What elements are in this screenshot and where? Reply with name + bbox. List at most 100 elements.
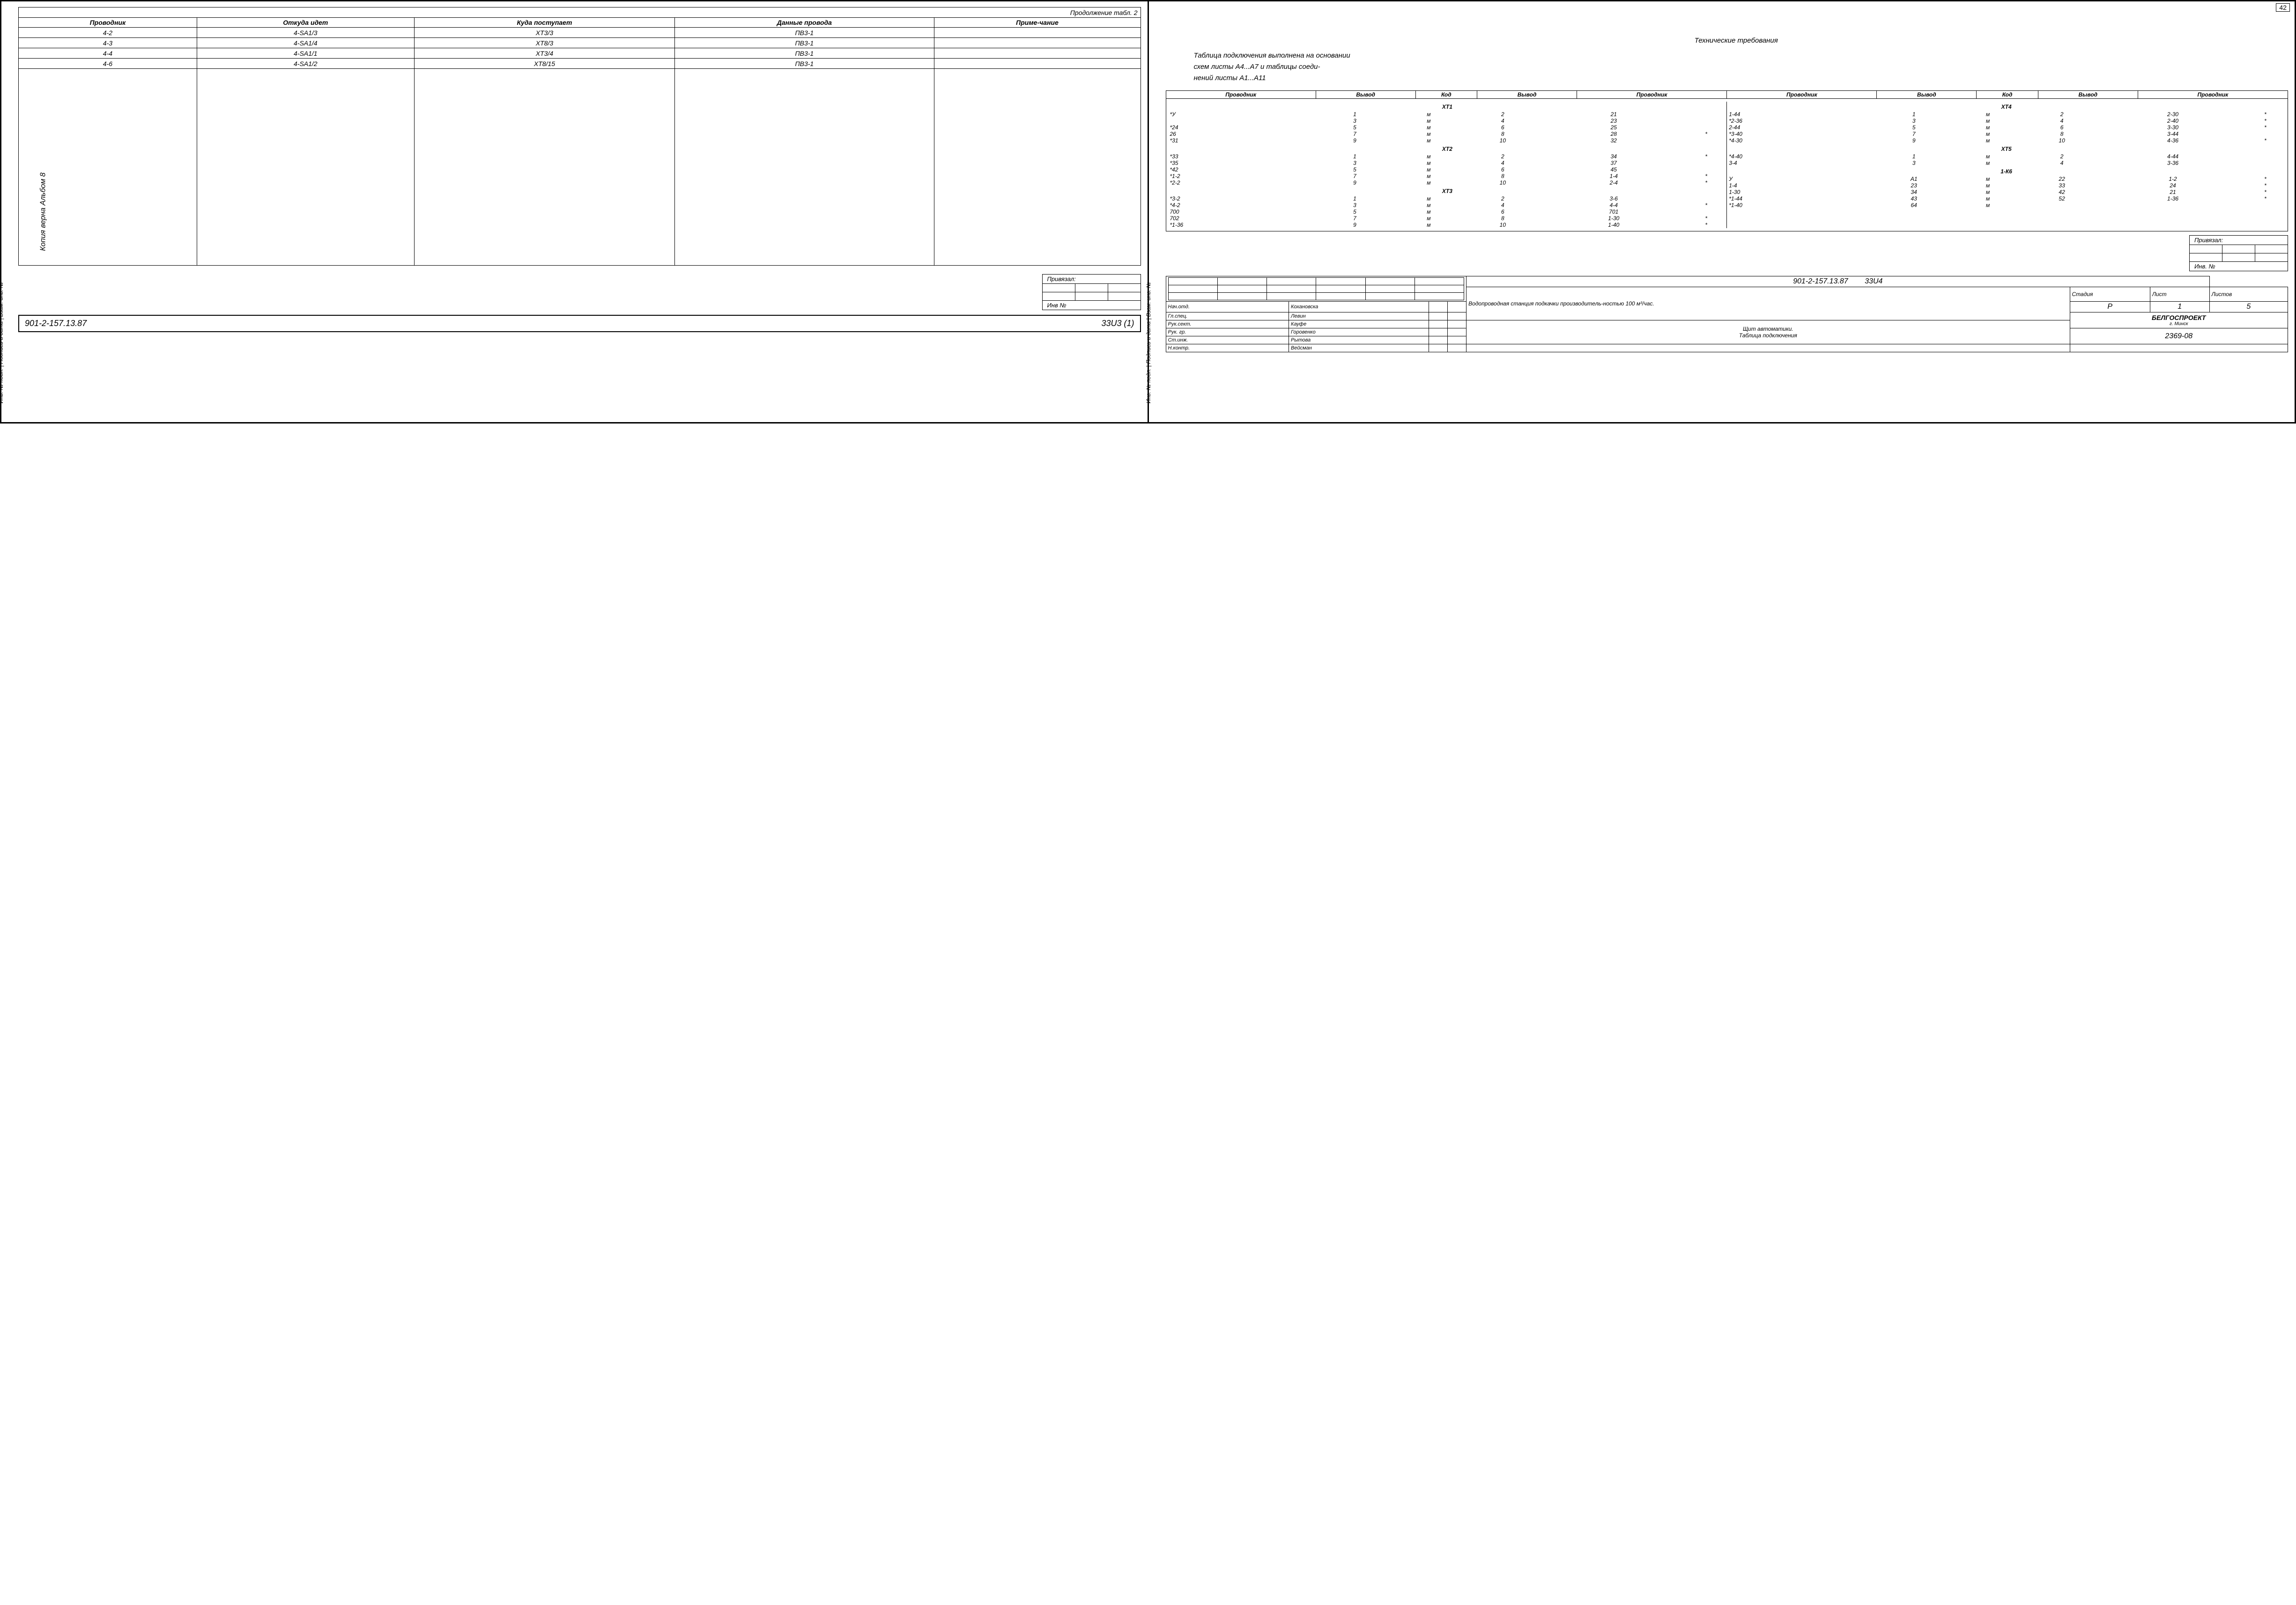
conn-row: 3-43м43-36 [1729,160,2284,166]
left-side-strip: Инв. № подл. | Подпись и дата | Взам. ин… [0,282,4,403]
conn-row: 3м423 [1170,118,1725,124]
conn-col: Вывод [2038,91,2138,99]
table-row: 4-64-SA1/2XT8/15ПВ3-1 [19,59,1141,69]
table-row: 4-34-SA1/4XT8/3ПВ3-1 [19,38,1141,48]
conn-row: *4-401м24-44 [1729,153,2284,160]
role-person: Рытова [1289,336,1429,344]
drawing-title: Щит автоматики. Таблица подключения [1466,320,2070,344]
conn-row: *3-407м83-44 [1729,131,2284,137]
conn-row: *319м1032 [1170,137,1725,144]
conn-row: *1-369м101-40* [1170,222,1725,228]
conn-group-name: XT4 [1729,104,2284,110]
sheet-right: 33U4 [1865,277,1882,285]
role-date [1448,344,1466,352]
tech-requirements: Технические требования Таблица подключен… [1194,35,2279,84]
conn-row: *4-309м104-36* [1729,137,2284,144]
role-name: Рук.сект. [1166,320,1289,328]
role-date [1448,312,1466,320]
conn-group-name: XT3 [1170,188,1725,194]
sheet-left: 33U3 [1101,319,1121,328]
right-page: 42 Инв. № подл. | Подпись и дата | Взам.… [1148,1,2296,423]
tech-line2: схем листы А4...А7 и таблицы соеди- [1194,61,2279,73]
conn-col: Проводник [1166,91,1316,99]
project-title: Водопроводная станция подкачки производи… [1466,287,2070,320]
role-date [1448,320,1466,328]
conn-row: *245м625 [1170,124,1725,131]
stage-v2: 5 [2209,302,2288,312]
role-person: Горовенко [1289,328,1429,336]
conn-col: Код [1977,91,2038,99]
stage-h2: Листов [2209,287,2288,302]
role-person: Вейсман [1289,344,1429,352]
conn-col: Код [1415,91,1477,99]
page-number: 42 [2276,3,2290,12]
tech-line3: нений листы А1...А11 [1194,73,2279,84]
conn-row: 1-3034м4221* [1729,189,2284,195]
right-side-strip: Инв. № подл. | Подпись и дата | Взам. ин… [1145,282,1152,403]
conn-group-name: XT2 [1170,146,1725,152]
tech-title: Технические требования [1194,35,2279,46]
conn-row: *1-4064м [1729,202,2284,208]
conn-row: *425м645 [1170,166,1725,173]
role-name: Гл.спец. [1166,312,1289,320]
conn-row: 1-423м3324* [1729,182,2284,189]
role-date [1448,336,1466,344]
left-page: Копия верна Альбом 8 Инв. № подл. | Подп… [1,1,1148,423]
conn-col: Вывод [1877,91,1977,99]
col-to: Куда поступает [414,18,674,28]
title-block: 901-2-157.13.87 33U4 Водопроводная станц… [1166,276,2289,352]
role-person: Кауфе [1289,320,1429,328]
conn-row: 7027м81-30* [1170,215,1725,222]
role-sign [1429,336,1448,344]
org-city: г. Минск [2072,321,2286,327]
role-sign [1429,320,1448,328]
role-name: Ст.инж. [1166,336,1289,344]
priv-label-r: Привязал: [2190,236,2288,245]
stage-h0: Стадия [2070,287,2150,302]
role-person: Левин [1289,312,1429,320]
col-note: Приме-чание [934,18,1141,28]
copy-stamp: Копия верна Альбом 8 [39,172,48,251]
role-name: Рук. гр. [1166,328,1289,336]
inv-label-left: Инв № [1042,301,1141,310]
conn-row: *4-23м44-4* [1170,202,1725,208]
role-sign [1429,344,1448,352]
role-person: Кохановска [1289,302,1429,312]
conn-col: Проводник [1577,91,1727,99]
role-name: Нач.отд. [1166,302,1289,312]
conn-row: *331м234* [1170,153,1725,160]
tech-line1: Таблица подключения выполнена на основан… [1194,50,2279,61]
conn-row: *1-4443м521-36* [1729,195,2284,202]
inv-label-right: Инв. № [2190,262,2288,271]
role-sign [1429,302,1448,312]
conn-row: 7005м6701 [1170,208,1725,215]
connection-table-body: XT1*У1м2213м423*245м625267м828**319м1032… [1166,99,2289,231]
col-conductor: Проводник [19,18,197,28]
conn-row: УА1м221-2* [1729,176,2284,182]
conn-row: *2-29м102-4* [1170,179,1725,186]
conn-group-name: 1-К6 [1729,168,2284,175]
col-wire: Данные провода [675,18,934,28]
table-row: 4-44-SA1/1XT3/4ПВ3-1 [19,48,1141,59]
sheet-suffix: (1) [1124,319,1134,328]
priv-label: Привязал: [1042,275,1141,284]
docnum-right: 901-2-157.13.87 [1793,277,1848,285]
privjazal-block-right: Привязал: Инв. № [2189,235,2288,271]
conn-col: Проводник [1727,91,1877,99]
conn-row: *3-21м23-6 [1170,195,1725,202]
org-name: БЕЛГОСПРОЕКТ [2072,314,2286,321]
conn-col: Вывод [1477,91,1577,99]
role-date [1448,302,1466,312]
conn-group-name: XT5 [1729,146,2284,152]
role-sign [1429,328,1448,336]
conn-col: Вывод [1316,91,1415,99]
arch-num: 2369-08 [2070,328,2288,344]
conn-row: *353м437 [1170,160,1725,166]
doc-number-bar-left: 901-2-157.13.87 33U3 (1) [18,315,1141,332]
stage-h1: Лист [2150,287,2209,302]
role-sign [1429,312,1448,320]
conn-row: 1-441м22-30* [1729,111,2284,118]
connection-table-header: ПроводникВыводКодВыводПроводникПроводник… [1166,90,2289,99]
role-name: Н.контр. [1166,344,1289,352]
stage-v1: 1 [2150,302,2209,312]
